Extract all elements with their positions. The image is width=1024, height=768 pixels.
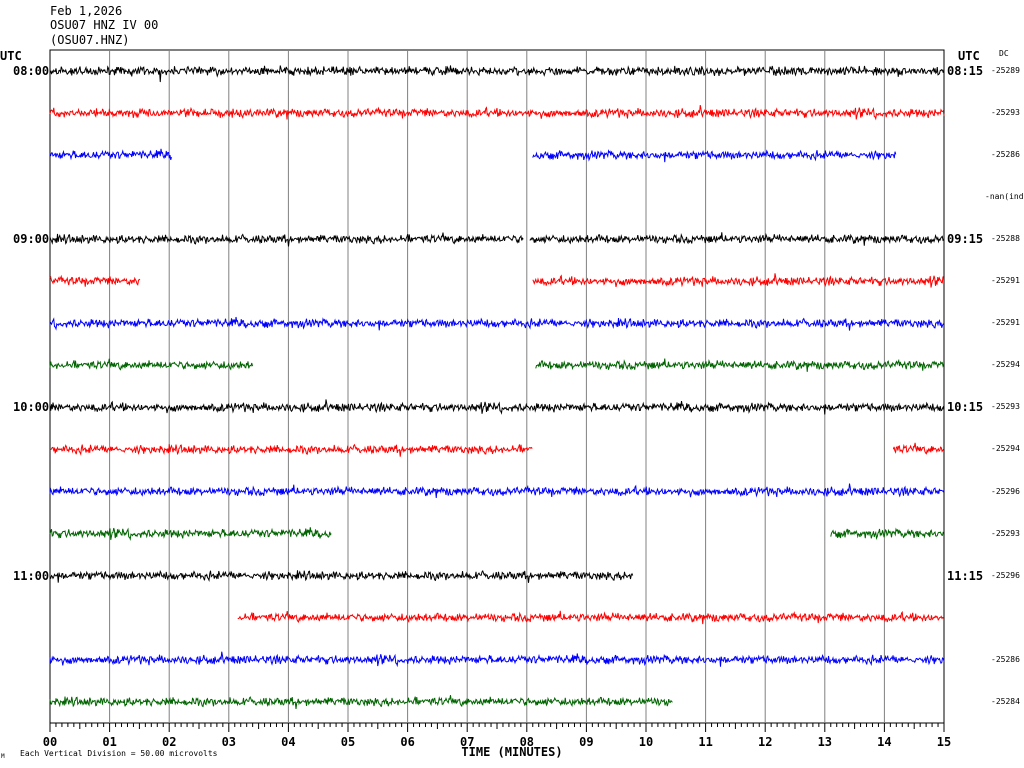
x-tick-label: 02: [162, 735, 176, 749]
dc-offset-label: -25296: [991, 486, 1020, 496]
dc-offset-label: -25293: [991, 402, 1020, 412]
trace-green-row-7: [535, 358, 945, 372]
trace-green-row-15: [49, 695, 673, 710]
trace-blue-row-2: [532, 149, 897, 163]
right-time-label: 11:15: [947, 568, 984, 583]
dc-offset-label: -25286: [991, 654, 1020, 664]
station-label: OSU07 HNZ IV 00: [50, 18, 159, 32]
trace-blue-row-10: [49, 483, 945, 499]
trace-black-row-4: [49, 232, 524, 247]
trace-black-row-0: [49, 65, 945, 83]
x-tick-label: 12: [758, 735, 772, 749]
dc-offset-label: -nan(ind: [985, 192, 1024, 202]
trace-green-row-11: [49, 527, 332, 542]
trace-blue-row-6: [49, 316, 945, 331]
x-tick-label: 05: [341, 735, 355, 749]
left-time-label: 10:00: [13, 400, 50, 415]
x-tick-label: 10: [639, 735, 653, 749]
trace-red-row-5: [49, 274, 141, 287]
trace-red-row-9: [892, 442, 944, 455]
dc-offset-label: -25293: [991, 108, 1020, 118]
right-utc-label: UTC: [958, 49, 980, 63]
trace-black-row-4: [529, 232, 945, 246]
left-time-label: 09:00: [13, 232, 50, 247]
x-tick-label: 07: [460, 735, 474, 749]
dc-header-label: DC: [999, 49, 1009, 58]
trace-red-row-5: [532, 273, 945, 288]
x-tick-label: 15: [937, 735, 951, 749]
code-label: (OSU07.HNZ): [50, 33, 130, 47]
dc-offset-label: -25294: [991, 444, 1020, 454]
trace-blue-row-2: [49, 148, 172, 161]
dc-offset-label: -25291: [991, 276, 1020, 286]
x-tick-label: 11: [698, 735, 712, 749]
dc-offset-label: -25286: [991, 150, 1020, 160]
dc-offset-label: -25294: [991, 360, 1020, 370]
x-tick-label: 00: [43, 735, 57, 749]
trace-black-row-8: [49, 399, 945, 415]
x-tick-label: 01: [102, 735, 116, 749]
x-tick-label: 09: [579, 735, 593, 749]
scale-note: Each Vertical Division = 50.00 microvolt…: [20, 749, 218, 758]
trace-green-row-11: [830, 527, 944, 541]
left-utc-label: UTC: [0, 49, 22, 63]
x-tick-label: 04: [281, 735, 295, 749]
dc-offset-label: -25291: [991, 318, 1020, 328]
left-time-label: 11:00: [13, 568, 50, 583]
trace-red-row-1: [49, 104, 945, 121]
trace-blue-row-14: [49, 651, 945, 668]
trace-green-row-7: [49, 358, 253, 371]
dc-offset-label: -25289: [991, 66, 1020, 75]
dc-offset-label: -25288: [991, 234, 1020, 244]
x-tick-label: 03: [222, 735, 236, 749]
dc-offset-label: -25284: [991, 696, 1020, 706]
x-tick-label: 14: [877, 735, 891, 749]
logo-mark: M: [1, 753, 5, 760]
x-tick-label: 06: [400, 735, 414, 749]
x-axis-label: TIME (MINUTES): [461, 745, 563, 759]
trace-red-row-9: [49, 443, 533, 457]
x-tick-label: 13: [818, 735, 832, 749]
trace-black-row-12: [49, 569, 634, 583]
plot-frame: [49, 49, 945, 724]
dc-offset-label: -25293: [991, 528, 1020, 538]
left-time-label: 08:00: [13, 64, 50, 78]
right-time-label: 10:15: [947, 400, 984, 415]
trace-red-row-13: [237, 610, 944, 625]
x-tick-label: 08: [520, 735, 534, 749]
dc-offset-label: -25296: [991, 570, 1020, 580]
right-time-label: 09:15: [947, 232, 984, 247]
date-label: Feb 1,2026: [50, 4, 123, 18]
right-time-label: 08:15: [947, 64, 984, 78]
